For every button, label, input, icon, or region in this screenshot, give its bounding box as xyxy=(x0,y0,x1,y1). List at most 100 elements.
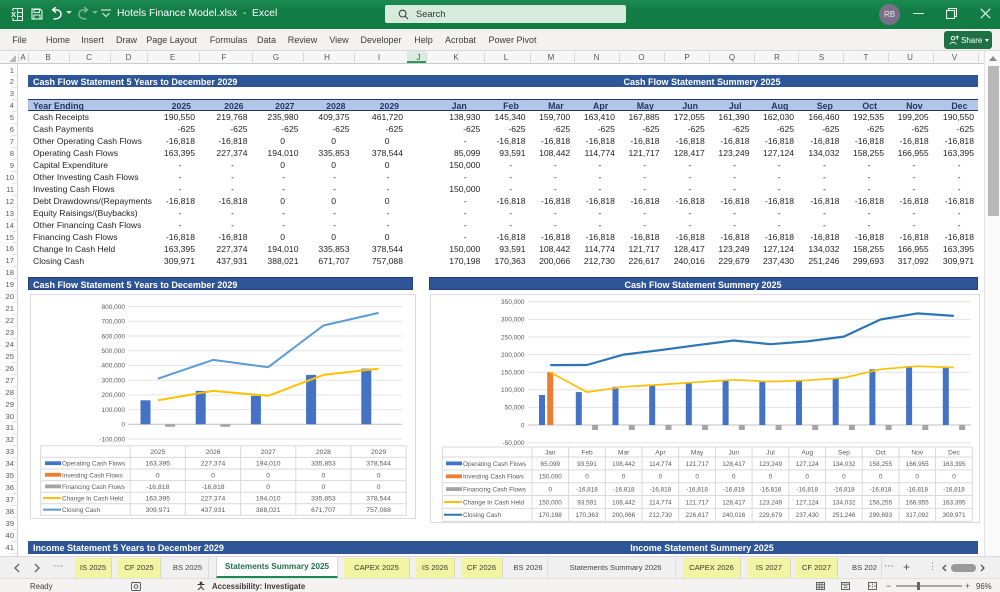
svg-text:Jan: Jan xyxy=(545,449,556,456)
svg-text:800,000: 800,000 xyxy=(102,304,126,311)
svg-text:163,395: 163,395 xyxy=(146,461,171,468)
svg-text:Dec: Dec xyxy=(948,449,960,456)
svg-text:0: 0 xyxy=(842,474,846,481)
svg-text:Mar: Mar xyxy=(618,449,630,456)
svg-text:200,066: 200,066 xyxy=(612,512,636,519)
svg-text:170,363: 170,363 xyxy=(575,512,599,519)
svg-text:0: 0 xyxy=(622,474,626,481)
svg-text:700,000: 700,000 xyxy=(102,319,126,326)
svg-text:0: 0 xyxy=(695,474,699,481)
svg-text:0: 0 xyxy=(521,422,525,429)
svg-text:0: 0 xyxy=(322,472,326,479)
svg-text:0: 0 xyxy=(549,487,553,494)
svg-text:134,032: 134,032 xyxy=(832,499,856,506)
svg-text:0: 0 xyxy=(879,474,883,481)
svg-text:0: 0 xyxy=(266,484,270,491)
svg-text:114,774: 114,774 xyxy=(649,461,672,468)
svg-text:166,955: 166,955 xyxy=(906,461,930,468)
svg-text:Feb: Feb xyxy=(581,449,593,456)
svg-text:100,000: 100,000 xyxy=(501,387,525,394)
svg-text:0: 0 xyxy=(156,472,160,479)
svg-text:121,717: 121,717 xyxy=(686,461,710,468)
svg-text:335,853: 335,853 xyxy=(311,496,336,503)
svg-text:May: May xyxy=(691,449,704,456)
svg-text:163,395: 163,395 xyxy=(942,499,966,506)
svg-text:200,000: 200,000 xyxy=(501,352,525,359)
svg-text:114,774: 114,774 xyxy=(649,499,672,506)
svg-text:2028: 2028 xyxy=(316,449,331,456)
svg-text:2027: 2027 xyxy=(261,449,276,456)
svg-text:X: X xyxy=(11,10,16,19)
svg-text:-100,000: -100,000 xyxy=(99,436,125,443)
svg-text:-16,818: -16,818 xyxy=(870,487,892,494)
svg-text:93,591: 93,591 xyxy=(577,461,597,468)
svg-text:300,000: 300,000 xyxy=(501,317,525,324)
svg-text:194,010: 194,010 xyxy=(256,461,281,468)
svg-text:200,000: 200,000 xyxy=(102,392,126,399)
svg-text:0: 0 xyxy=(377,484,381,491)
svg-text:Financing Cash Flows: Financing Cash Flows xyxy=(463,487,526,494)
svg-text:237,430: 237,430 xyxy=(796,512,820,519)
svg-text:123,249: 123,249 xyxy=(759,499,783,506)
svg-text:150,000: 150,000 xyxy=(539,499,563,506)
svg-text:309,971: 309,971 xyxy=(942,512,966,519)
svg-text:0: 0 xyxy=(659,474,663,481)
svg-text:128,417: 128,417 xyxy=(722,499,746,506)
svg-text:250,000: 250,000 xyxy=(501,334,525,341)
svg-text:-16,818: -16,818 xyxy=(201,484,224,491)
svg-text:-16,818: -16,818 xyxy=(943,487,965,494)
svg-text:Jun: Jun xyxy=(728,449,739,456)
svg-text:378,544: 378,544 xyxy=(366,496,391,503)
svg-text:50,000: 50,000 xyxy=(505,405,525,412)
svg-text:671,707: 671,707 xyxy=(311,507,336,514)
svg-text:-16,818: -16,818 xyxy=(650,487,672,494)
svg-text:Investing Cash Flows: Investing Cash Flows xyxy=(463,474,524,481)
svg-text:Financing Cash Flows: Financing Cash Flows xyxy=(62,484,125,491)
svg-text:251,246: 251,246 xyxy=(832,512,856,519)
svg-text:600,000: 600,000 xyxy=(102,333,126,340)
svg-text:121,717: 121,717 xyxy=(686,499,710,506)
svg-text:Apr: Apr xyxy=(655,449,666,456)
svg-text:Closing Cash: Closing Cash xyxy=(62,507,100,514)
svg-text:0: 0 xyxy=(952,474,956,481)
svg-text:0: 0 xyxy=(805,474,809,481)
svg-text:150,000: 150,000 xyxy=(539,474,563,481)
svg-text:127,124: 127,124 xyxy=(796,499,820,506)
svg-text:229,679: 229,679 xyxy=(759,512,783,519)
svg-text:Investing Cash Flows: Investing Cash Flows xyxy=(62,472,123,479)
svg-text:227,374: 227,374 xyxy=(201,496,226,503)
svg-text:127,124: 127,124 xyxy=(796,461,820,468)
svg-text:388,021: 388,021 xyxy=(256,507,281,514)
svg-text:0: 0 xyxy=(585,474,589,481)
svg-text:309,971: 309,971 xyxy=(146,507,171,514)
svg-text:300,000: 300,000 xyxy=(102,378,126,385)
svg-text:Operating Cash Flows: Operating Cash Flows xyxy=(62,461,125,468)
svg-text:170,198: 170,198 xyxy=(539,512,563,519)
svg-text:93,591: 93,591 xyxy=(577,499,597,506)
svg-text:Nov: Nov xyxy=(911,449,923,456)
svg-text:194,010: 194,010 xyxy=(256,496,281,503)
svg-text:-16,818: -16,818 xyxy=(723,487,745,494)
svg-text:-16,818: -16,818 xyxy=(613,487,635,494)
svg-text:0: 0 xyxy=(377,472,381,479)
svg-text:85,099: 85,099 xyxy=(541,461,561,468)
svg-text:2029: 2029 xyxy=(371,449,386,456)
svg-text:0: 0 xyxy=(769,474,773,481)
svg-text:100,000: 100,000 xyxy=(102,407,126,414)
svg-text:-16,818: -16,818 xyxy=(686,487,708,494)
svg-text:Oct: Oct xyxy=(875,449,885,456)
svg-text:335,853: 335,853 xyxy=(311,461,336,468)
svg-text:Closing Cash: Closing Cash xyxy=(463,512,501,519)
svg-text:0: 0 xyxy=(322,484,326,491)
svg-text:350,000: 350,000 xyxy=(501,299,525,306)
svg-text:166,955: 166,955 xyxy=(906,499,930,506)
svg-text:150,000: 150,000 xyxy=(501,370,525,377)
svg-text:757,088: 757,088 xyxy=(366,507,391,514)
svg-text:226,617: 226,617 xyxy=(686,512,710,519)
svg-text:134,032: 134,032 xyxy=(832,461,856,468)
svg-text:400,000: 400,000 xyxy=(102,363,126,370)
svg-text:123,249: 123,249 xyxy=(759,461,783,468)
svg-text:Change In Cash Held: Change In Cash Held xyxy=(463,499,525,506)
svg-text:Change In Cash Held: Change In Cash Held xyxy=(62,496,124,503)
svg-text:0: 0 xyxy=(915,474,919,481)
